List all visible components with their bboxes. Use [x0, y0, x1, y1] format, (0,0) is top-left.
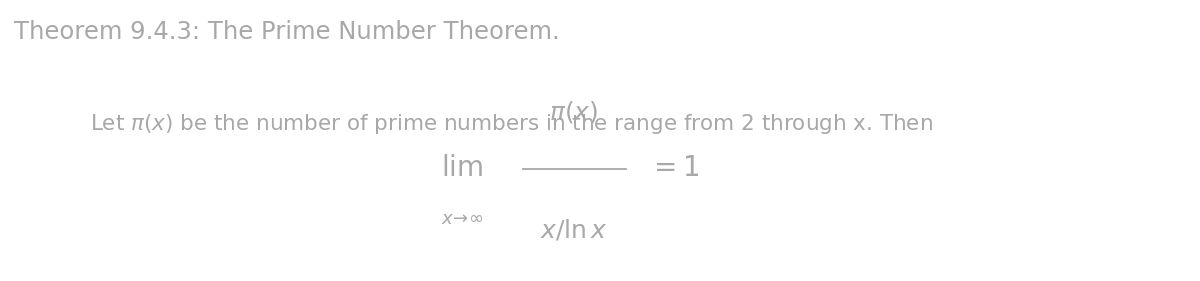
- Text: $x/\ln x$: $x/\ln x$: [540, 218, 607, 243]
- Text: Let $\pi(x)$ be the number of prime numbers in the range from 2 through x. Then: Let $\pi(x)$ be the number of prime numb…: [90, 112, 934, 136]
- Text: $\pi(x)$: $\pi(x)$: [548, 99, 599, 125]
- Text: $x\!\to\!\infty$: $x\!\to\!\infty$: [440, 210, 484, 228]
- Text: $\lim$: $\lim$: [440, 155, 484, 182]
- Text: $= 1$: $= 1$: [648, 155, 700, 182]
- Text: Theorem 9.4.3: The Prime Number Theorem.: Theorem 9.4.3: The Prime Number Theorem.: [14, 20, 560, 44]
